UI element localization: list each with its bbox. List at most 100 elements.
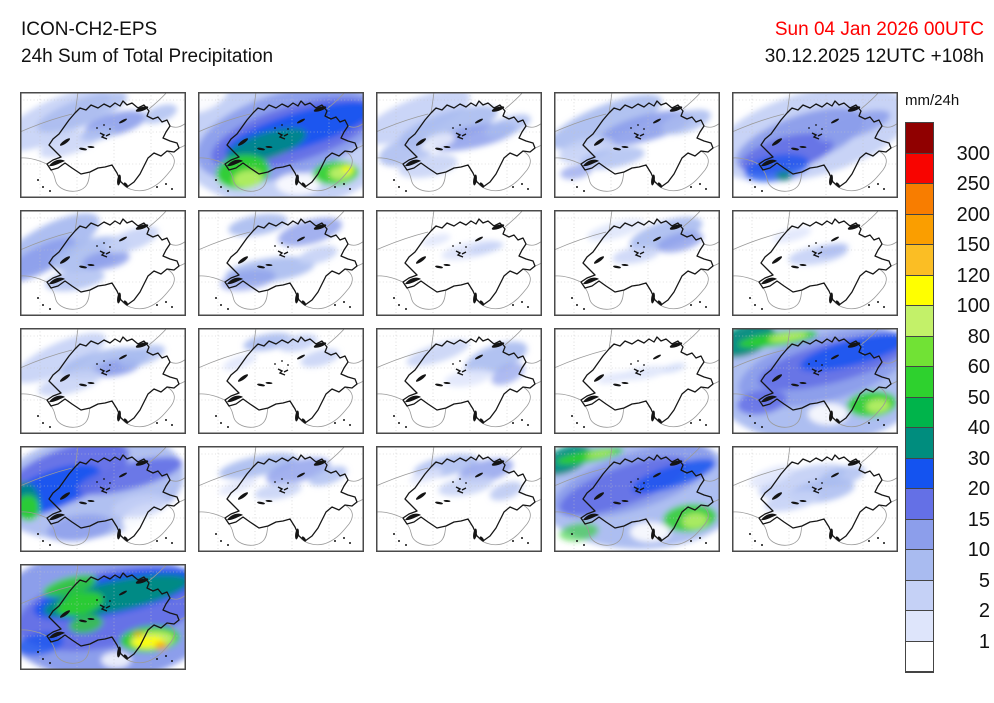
map-svg [554, 210, 720, 316]
precipitation-field [597, 363, 686, 384]
switzerland-border [46, 100, 180, 188]
legend-color-box [906, 580, 933, 611]
lake-lucerne [277, 250, 289, 258]
map-svg [198, 210, 364, 316]
switzerland-border [758, 218, 892, 306]
map-svg [198, 92, 364, 198]
legend-color-box [906, 519, 933, 550]
legend: mm/24h 300 250 200 150 120 100 80 60 50 40 30 20 15 1… [905, 92, 993, 673]
lake-lucerne [455, 368, 467, 376]
lake-lucerne [455, 486, 467, 494]
lakes [393, 224, 529, 310]
legend-tick-label: 100 [956, 295, 990, 317]
ensemble-member-map [732, 92, 898, 198]
legend-unit-label: mm/24h [905, 92, 960, 109]
precipitation-field [749, 463, 866, 512]
switzerland-border [758, 336, 892, 424]
legend-tick-label: 30 [967, 447, 990, 470]
map-svg [376, 328, 542, 434]
neighbor-borders [554, 446, 720, 546]
lake-lucerne [99, 250, 111, 258]
switzerland-border [224, 336, 358, 424]
lake-lucerne [633, 486, 645, 494]
legend-color-box [906, 214, 933, 245]
legend-color-box [906, 153, 933, 184]
lakes [37, 224, 173, 310]
ensemble-member-map [198, 446, 364, 552]
legend-color-box [906, 458, 933, 489]
switzerland-border [224, 100, 358, 188]
legend-color-box [906, 336, 933, 367]
map-svg [732, 210, 898, 316]
legend-tick-label: 300 [956, 142, 990, 165]
switzerland-border [758, 454, 892, 542]
map-svg [554, 92, 720, 198]
ensemble-member-map [376, 92, 542, 198]
ensemble-member-map [554, 328, 720, 434]
lake-lucerne [277, 132, 289, 140]
lakes [749, 224, 885, 310]
lakes [749, 342, 885, 428]
lake-lucerne [277, 486, 289, 494]
lakes [37, 578, 173, 664]
lake-lucerne [633, 368, 645, 376]
time-block: Sun 04 Jan 2026 00UTC 30.12.2025 12UTC +… [765, 16, 984, 70]
lake-lucerne [811, 132, 823, 140]
lake-lucerne [811, 368, 823, 376]
switzerland-border [580, 100, 714, 188]
panel-frame [554, 210, 720, 316]
lakes [571, 106, 707, 192]
precipitation-field [20, 446, 186, 542]
switzerland-border [758, 100, 892, 188]
lakes [571, 342, 707, 428]
lakes [571, 460, 707, 546]
lake-lucerne [277, 368, 289, 376]
map-svg [20, 210, 186, 316]
legend-color-box [906, 428, 933, 459]
switzerland-border [46, 572, 180, 660]
lakes [37, 342, 173, 428]
legend-tick-label: 1 [978, 630, 990, 653]
legend-tick-label: 15 [967, 508, 990, 531]
ensemble-member-map [198, 92, 364, 198]
legend-color-box [906, 306, 933, 337]
switzerland-border [580, 218, 714, 306]
product-name: 24h Sum of Total Precipitation [21, 46, 274, 67]
lakes [215, 342, 351, 428]
precipitation-field [20, 92, 178, 158]
model-name: ICON-CH2-EPS [21, 19, 158, 40]
map-svg [732, 92, 898, 198]
map-svg [20, 92, 186, 198]
map-svg [376, 92, 542, 198]
lake-lucerne [99, 132, 111, 140]
ensemble-member-map [376, 210, 542, 316]
panel-frame [732, 328, 898, 434]
legend-tick-label: 40 [967, 417, 990, 439]
switzerland-border [402, 100, 536, 188]
panel-frame [376, 210, 542, 316]
legend-color-box [906, 245, 933, 276]
legend-tick-label: 120 [956, 264, 990, 287]
legend-tick-label: 200 [956, 203, 990, 226]
legend-color-box [906, 123, 933, 154]
ensemble-member-map [732, 210, 898, 316]
panel-frame [20, 564, 186, 670]
switzerland-border [402, 218, 536, 306]
precipitation-field [409, 454, 523, 501]
ensemble-member-map [554, 210, 720, 316]
ensemble-member-map [554, 446, 720, 552]
lakes [215, 224, 351, 310]
legend-tick-label: 60 [967, 356, 990, 378]
switzerland-border [580, 454, 714, 542]
legend-tick-label: 2 [978, 600, 990, 622]
lake-lucerne [99, 368, 111, 376]
title-block: ICON-CH2-EPS 24h Sum of Total Precipitat… [21, 16, 273, 70]
panel-frame [20, 92, 186, 198]
panel-frame [376, 446, 542, 552]
neighbor-borders [554, 92, 720, 192]
legend-tick-label: 20 [967, 478, 990, 500]
neighbor-borders [20, 328, 186, 428]
panel-frame [732, 446, 898, 552]
lake-lucerne [455, 132, 467, 140]
switzerland-border [46, 218, 180, 306]
